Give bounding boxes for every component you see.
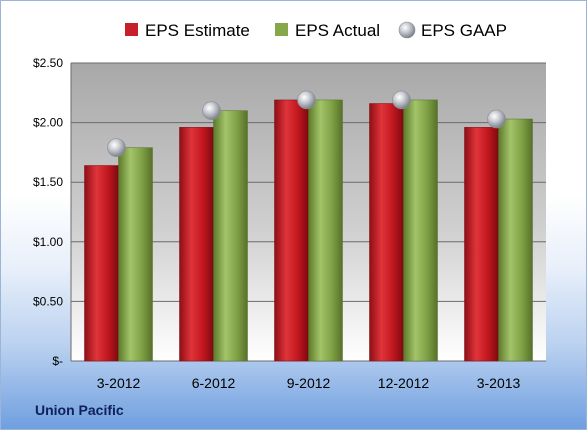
x-tick-label: 3-2013 <box>477 375 521 391</box>
eps-gaap-marker <box>487 109 506 129</box>
eps-estimate-bar <box>369 103 404 362</box>
eps-gaap-marker <box>107 138 126 157</box>
y-tick-label: $2.50 <box>33 56 63 70</box>
eps-gaap-marker <box>297 90 316 110</box>
eps-estimate-bar <box>84 165 119 362</box>
legend-actual-swatch <box>275 23 288 36</box>
y-tick-label: $1.50 <box>33 175 63 189</box>
legend-gaap-swatch <box>398 21 416 39</box>
x-tick-label: 6-2012 <box>192 375 236 391</box>
eps-estimate-bar <box>464 127 499 362</box>
eps-actual-bar <box>118 147 153 362</box>
x-tick-label: 9-2012 <box>287 375 331 391</box>
x-tick-label: 12-2012 <box>378 375 430 391</box>
legend-estimate-swatch <box>125 23 138 36</box>
y-tick-label: $- <box>52 354 63 368</box>
legend-estimate-label: EPS Estimate <box>145 21 250 40</box>
company-label: Union Pacific <box>35 402 124 418</box>
x-tick-label: 3-2012 <box>97 375 141 391</box>
y-tick-label: $2.00 <box>33 116 63 130</box>
legend-actual-label: EPS Actual <box>295 21 380 40</box>
legend-gaap-label: EPS GAAP <box>421 21 507 40</box>
y-tick-label: $1.00 <box>33 235 63 249</box>
eps-gaap-marker <box>392 90 411 110</box>
eps-actual-bar <box>403 99 438 362</box>
eps-actual-bar <box>308 99 343 362</box>
eps-estimate-bar <box>274 99 309 362</box>
eps-actual-bar <box>498 118 533 362</box>
eps-gaap-marker <box>202 101 221 120</box>
eps-estimate-bar <box>179 127 214 362</box>
y-tick-label: $0.50 <box>33 294 63 308</box>
eps-actual-bar <box>213 110 248 362</box>
